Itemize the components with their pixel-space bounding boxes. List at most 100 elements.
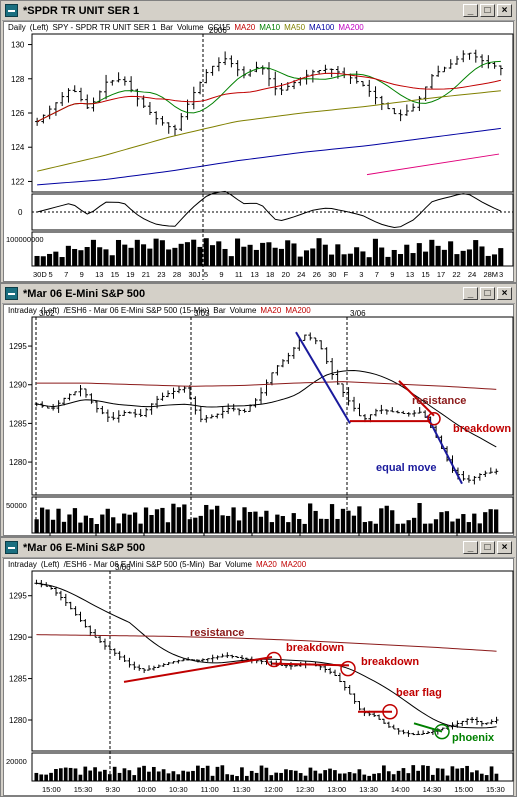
volume-bar [258,516,264,533]
volume-bar [112,766,117,781]
volume-bar [240,767,244,781]
volume-bar [362,522,368,533]
window-title: *Mar 06 E-Mini S&P 500 [23,288,146,300]
volume-bar [318,773,323,781]
y-tick-label: 1285 [9,675,27,684]
volume-bar [357,506,362,533]
volume-bar [291,513,296,533]
volume-bar [472,513,477,533]
volume-bar [98,771,102,781]
x-tick-label: 13 [95,270,103,279]
volume-bar [134,239,140,266]
x-tick-label: 30 [328,270,336,279]
close-button[interactable]: × [497,4,512,17]
volume-bar [316,238,322,266]
x-tick-label: 12:00 [264,785,283,794]
volume-bar [128,247,134,266]
volume-bar [498,248,504,266]
header-item: MA20 [255,560,277,569]
volume-bar [439,512,444,533]
volume-bar [176,507,182,533]
volume-bar [105,508,110,533]
volume-bar [89,518,94,533]
volume-bar [275,514,280,533]
volume-bar [244,775,249,781]
x-tick-label: 23 [157,270,165,279]
volume-bar [196,765,200,781]
y-tick-label: 1285 [9,419,27,428]
volume-bar [421,765,425,781]
chart-area[interactable]: Intraday (Left)/ESH6 - Mar 06 E-Mini S&P … [3,304,514,547]
x-tick-label: 9 [80,270,84,279]
y-tick-label: 1295 [9,342,27,351]
header-item: CCI15 [207,23,231,32]
volume-bar [236,520,242,533]
volume-bar [297,256,303,266]
x-tick-label: 15:00 [454,785,473,794]
volume-bar [253,511,258,533]
spy-daily-window: *SPDR TR UNIT SER 1 _ □ × Daily (Left) SPY… [0,0,517,283]
title-bar[interactable]: *Mar 06 E-Mini S&P 500 _ □ × [2,285,515,304]
volume-bar [494,773,499,781]
volume-bar [310,248,316,266]
volume-bar [488,509,493,533]
es-5min-window: *Mar 06 E-Mini S&P 500 _ □ × Intraday (Le… [0,537,517,797]
volume-bar [215,766,220,781]
volume-bar [411,765,416,781]
maximize-button[interactable]: □ [480,4,495,17]
x-tick-label: 15:30 [486,785,505,794]
volume-bar [303,775,308,781]
volume-bar [103,249,109,266]
header-item: MA10 [259,23,281,32]
close-button[interactable]: × [497,287,512,300]
title-bar[interactable]: *Mar 06 E-Mini S&P 500 _ □ × [2,539,515,558]
volume-bar [346,510,351,533]
volume-bar [377,773,381,781]
minimize-button[interactable]: _ [463,4,478,17]
close-button[interactable]: × [497,541,512,554]
ma20-line [36,582,497,729]
volume-bar [351,515,357,533]
volume-bar [435,768,440,781]
volume-bar [59,257,65,266]
volume-bar [53,251,59,266]
volume-bar [34,519,39,533]
volume-bar [423,251,429,266]
minimize-button[interactable]: _ [463,287,478,300]
volume-bar [94,523,99,533]
x-tick-label: 21 [142,270,150,279]
date-label: 3/03 [194,309,210,318]
chart-area[interactable]: Intraday (Left)/ESH6 - Mar 06 E-Mini S&P … [3,558,514,796]
volume-bar [352,773,357,781]
volume-bar [165,522,171,533]
volume-bar [366,257,372,266]
volume-bar [149,514,154,533]
volume-bar [54,769,58,781]
chart-area[interactable]: Daily (Left) SPY - SPDR TR UNIT SER 1 Bar Vo… [3,21,514,282]
y-tick-label: 1280 [9,458,27,467]
header-item: SPY - SPDR TR UNIT SER 1 [52,23,157,32]
volume-bar [272,247,278,266]
volume-bar [225,515,231,533]
volume-bar [209,245,216,266]
volume-bar [166,773,171,781]
maximize-button[interactable]: □ [480,541,495,554]
volume-bar [63,767,68,781]
flag-line [413,722,443,733]
header-item: Volume [229,306,257,315]
volume-bar [406,520,411,533]
ma100-line [37,127,501,186]
x-tick-label: 15 [111,270,119,279]
volume-bar [247,244,253,266]
breakdown-annotation: breakdown [361,656,419,668]
volume-bar [182,504,187,533]
minimize-button[interactable]: _ [463,541,478,554]
maximize-button[interactable]: □ [480,287,495,300]
x-tick-label: 17 [437,270,445,279]
title-bar[interactable]: *SPDR TR UNIT SER 1 _ □ × [2,2,515,21]
volume-bar [49,772,53,781]
volume-bar [176,774,181,781]
volume-bar [40,256,46,266]
volume-bar [302,523,307,533]
